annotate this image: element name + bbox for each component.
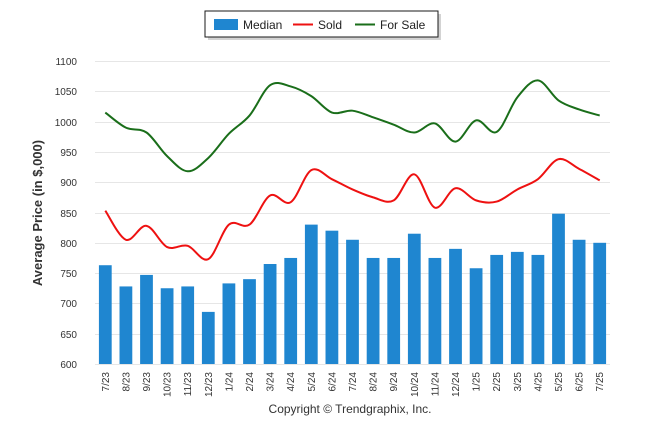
median-bar: [222, 283, 236, 364]
median-bar: [552, 213, 565, 364]
x-tick-label: 5/24: [307, 372, 318, 392]
x-tick-label: 10/23: [163, 372, 174, 397]
median-bar: [366, 257, 380, 364]
median-bar: [140, 274, 153, 364]
y-tick-label: 700: [60, 299, 77, 310]
x-tick-label: 12/23: [204, 372, 215, 397]
x-tick-label: 3/25: [513, 372, 524, 392]
legend: Median Sold For Sale: [204, 10, 441, 40]
median-bar: [387, 257, 401, 364]
median-bar: [593, 242, 607, 364]
x-tick-label: 3/24: [266, 372, 277, 392]
median-bar: [469, 268, 483, 364]
x-tick-label: 6/25: [575, 372, 586, 392]
x-tick-label: 11/23: [183, 372, 194, 397]
median-bar: [160, 288, 174, 364]
median-bar: [510, 251, 524, 364]
x-tick-label: 8/24: [369, 372, 380, 392]
median-bar: [490, 254, 504, 364]
median-bar: [263, 264, 277, 364]
x-tick-label: 6/24: [327, 372, 338, 392]
median-bars: [98, 213, 607, 364]
series-lines: [104, 79, 601, 261]
x-tick-label: 5/25: [554, 372, 565, 392]
y-tick-label: 1100: [55, 57, 77, 68]
y-axis-ticks: 600 650 700 750 800 850 900 950 1000 1050 1100: [55, 57, 78, 371]
y-tick-label: 900: [60, 178, 77, 189]
legend-box: [204, 10, 439, 38]
y-tick-label: 800: [60, 239, 77, 250]
x-tick-label: 4/24: [286, 372, 297, 392]
x-tick-label: 4/25: [533, 372, 544, 392]
median-bar: [407, 233, 421, 364]
median-bar: [428, 257, 442, 364]
legend-label-median: Median: [243, 18, 282, 32]
y-tick-label: 1000: [55, 118, 78, 129]
x-tick-label: 8/23: [121, 372, 132, 392]
y-tick-label: 650: [60, 330, 77, 341]
x-tick-label: 2/25: [492, 372, 503, 392]
x-tick-label: 12/24: [451, 372, 462, 397]
median-bar: [243, 279, 256, 364]
y-tick-label: 1050: [55, 87, 78, 98]
legend-label-for-sale: For Sale: [380, 18, 426, 32]
x-tick-label: 9/23: [142, 372, 153, 392]
sold-line: [104, 157, 601, 261]
median-bar: [346, 239, 359, 364]
median-bar: [98, 265, 112, 364]
median-bar: [304, 224, 318, 364]
y-tick-label: 600: [60, 360, 77, 371]
median-bar: [284, 257, 298, 364]
x-axis-ticks: 7/23 8/23 9/23 10/23 11/23 12/23 1/24 2/24 3/24 4…: [101, 372, 606, 397]
x-tick-label: 2/24: [245, 372, 256, 392]
y-tick-label: 850: [60, 209, 77, 220]
median-bar: [201, 311, 215, 364]
x-tick-label: 7/25: [595, 372, 606, 392]
x-tick-label: 7/24: [348, 372, 359, 392]
y-tick-label: 950: [60, 148, 77, 159]
x-tick-label: 1/24: [224, 372, 235, 392]
for-sale-line: [104, 79, 600, 173]
x-tick-label: 9/24: [389, 372, 400, 392]
median-bar: [325, 230, 339, 364]
median-bar: [531, 254, 545, 364]
x-tick-label: 10/24: [410, 372, 421, 397]
median-bar: [572, 239, 586, 364]
median-bar: [181, 286, 195, 364]
legend-label-sold: Sold: [318, 18, 342, 32]
x-tick-label: 7/23: [101, 372, 112, 392]
y-tick-label: 750: [60, 269, 77, 280]
x-tick-label: 11/24: [430, 372, 441, 397]
legend-swatch-median: [214, 19, 238, 30]
y-axis-label: Average Price (in $,000): [30, 140, 45, 286]
copyright-text: Copyright © Trendgraphix, Inc.: [269, 402, 432, 416]
median-bar: [119, 286, 133, 364]
median-bar: [449, 248, 462, 364]
x-tick-label: 1/25: [472, 372, 483, 392]
